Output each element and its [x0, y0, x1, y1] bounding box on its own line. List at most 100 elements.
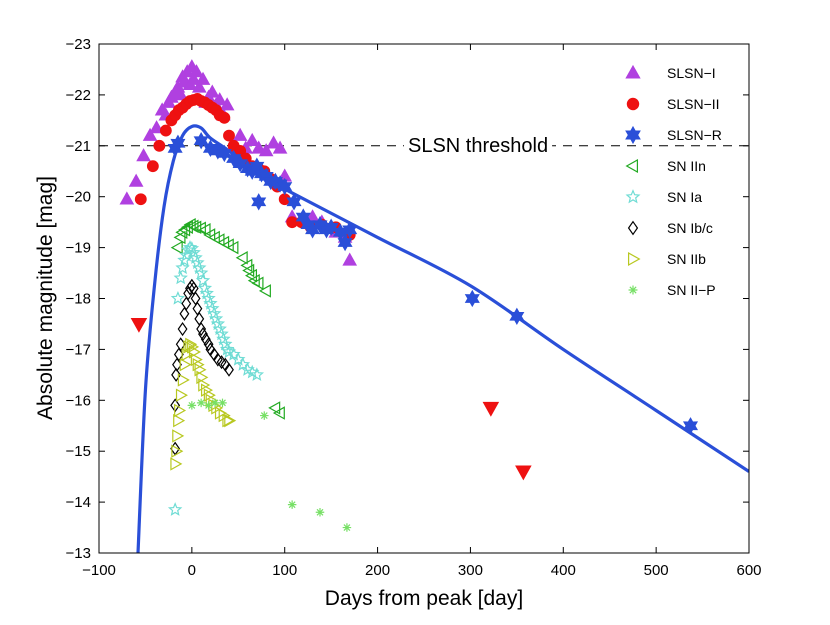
data-point-slsn-i [251, 140, 267, 154]
y-tick-label: −19 [66, 240, 91, 257]
data-point-slsn-i [219, 97, 235, 111]
data-point-slsn-r [337, 233, 353, 252]
data-point-slsn-i [212, 92, 228, 106]
x-tick-label: 600 [736, 562, 761, 579]
data-point-sn-ii-p [196, 398, 206, 408]
data-point-sn-ii-p [287, 500, 297, 509]
data-point-slsn-r [251, 193, 267, 211]
data-point-sn-ib-c [198, 327, 208, 342]
data-point-slsn-i [119, 191, 135, 205]
data-point-sn-iib [170, 457, 183, 471]
data-point-sn-iin [170, 240, 183, 255]
data-point-slsn-r [323, 218, 339, 236]
data-point-sn-ib-c [224, 362, 234, 377]
legend-label-sn-ia: SN Ia [667, 189, 702, 205]
legend-label-sn-ib-c: SN Ib/c [667, 220, 713, 236]
data-point-slsn-i [266, 135, 281, 149]
data-point-sn-iin [242, 263, 255, 278]
data-point-sn-ii-p [315, 508, 325, 517]
data-point-sn-ii-p [210, 398, 220, 408]
data-point-sn-ia [195, 273, 211, 287]
data-point-slsn-i [149, 120, 164, 134]
data-point-slsn-ii [218, 111, 231, 124]
data-point-sn-ib-c [200, 332, 211, 347]
y-tick-label: −23 [66, 36, 91, 53]
y-tick-label: −20 [66, 189, 91, 206]
data-point-slsn-ii [134, 193, 147, 206]
data-point-sn-ib-c [185, 281, 195, 296]
x-tick-label: 200 [365, 562, 390, 579]
data-point-slsn-r [286, 193, 302, 211]
legend-marker-sn-iib [627, 251, 641, 267]
data-point-slsn-i [232, 127, 248, 141]
legend-marker-sn-iin [625, 158, 639, 174]
data-point-sn-iin [175, 225, 188, 240]
data-point-sn-iib [196, 370, 209, 385]
data-point-sn-ia [175, 260, 190, 275]
data-point-slsn-ii [153, 139, 166, 152]
data-point-slsn-ii [146, 160, 159, 173]
data-point-sn-ii-p [187, 401, 197, 410]
data-point-slsn-i [258, 143, 274, 157]
data-point-sn-iib [171, 444, 184, 458]
data-point-sn-iin [180, 220, 193, 234]
data-point-slsn-i [244, 132, 260, 147]
data-point-sn-iin [235, 251, 248, 265]
y-tick-label: −13 [66, 545, 91, 562]
data-point-slsn-r [464, 289, 480, 308]
data-point-sn-ia [193, 265, 209, 280]
y-tick-label: −17 [66, 341, 91, 358]
x-tick-label: 100 [272, 562, 297, 579]
data-point-slsn-r [170, 134, 186, 152]
data-point-sn-iib [187, 340, 200, 354]
data-point-slsn-i [189, 64, 204, 78]
data-point-sn-iin [272, 406, 285, 420]
data-point-sn-iib [192, 357, 205, 372]
legend-label-sn-iib: SN IIb [667, 251, 706, 267]
data-point-slsn-r [216, 144, 232, 163]
data-point-slsn-r [682, 417, 699, 435]
x-tick-label: 400 [551, 562, 576, 579]
legend-label-sn-iin: SN IIn [667, 158, 706, 174]
legend-label-slsn-i: SLSN−I [667, 65, 716, 81]
data-point-slsn-i [173, 87, 189, 101]
data-point-sn-iib [177, 373, 190, 387]
data-point-sn-ia [173, 270, 188, 285]
data-point-sn-iin [258, 284, 271, 298]
data-point-sn-ia [170, 290, 186, 305]
legend-label-slsn-r: SLSN−R [667, 127, 722, 143]
data-point-sn-ib-c [196, 321, 207, 337]
legend-marker-sn-ia [625, 189, 641, 204]
data-point-sn-iin [189, 220, 202, 234]
data-point-slsn-i [136, 148, 151, 162]
data-point-upper-limits [130, 317, 148, 333]
data-point-sn-iib [172, 429, 185, 443]
data-point-slsn-ii [159, 124, 172, 137]
data-point-sn-iib [175, 388, 188, 402]
data-point-sn-ii-p [204, 401, 213, 410]
data-point-sn-iib [224, 413, 237, 428]
data-point-slsn-i [191, 79, 207, 93]
x-tick-label: 300 [458, 562, 483, 579]
data-point-sn-ib-c [203, 337, 214, 352]
data-point-sn-ii-p [260, 411, 269, 420]
data-point-slsn-r [342, 221, 358, 239]
legend-marker-slsn-r [625, 125, 641, 145]
legend-marker-slsn-ii [626, 97, 640, 111]
x-tick-label: 500 [644, 562, 669, 579]
threshold-label-backdrop [404, 134, 553, 158]
data-point-sn-iib [203, 388, 216, 402]
data-point-slsn-i [142, 127, 158, 141]
data-point-sn-iin [193, 221, 206, 235]
data-point-sn-iib [200, 383, 214, 397]
data-point-slsn-i [342, 252, 358, 266]
data-point-sn-iib [179, 357, 192, 372]
y-axis-title: Absolute magnitude [mag] [34, 176, 57, 420]
data-point-sn-ib-c [181, 296, 192, 311]
data-point-sn-iin [226, 240, 239, 255]
y-tick-label: −16 [66, 392, 91, 409]
data-point-slsn-i [204, 84, 220, 98]
x-axis-title: Days from peak [day] [325, 587, 523, 610]
data-point-sn-ia [177, 252, 192, 267]
